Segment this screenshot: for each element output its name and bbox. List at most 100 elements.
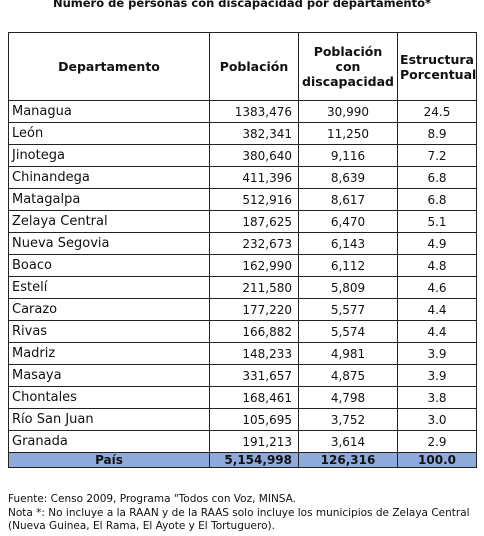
footnote-text: (Nueva Guinea, El Rama, El Ayote y El To… xyxy=(8,520,275,532)
header-departamento: Departamento xyxy=(8,32,210,101)
table-row: Managua 1383,476 30,990 24.5 xyxy=(8,100,477,123)
cell-porcentual: 7.2 xyxy=(397,144,477,167)
cell-porcentual: 3.9 xyxy=(397,364,477,387)
cell-poblacion: 382,341 xyxy=(209,122,299,145)
cell-discapacidad: 5,577 xyxy=(298,298,398,321)
cell-poblacion: 166,882 xyxy=(209,320,299,343)
table-row: León 382,341 11,250 8.9 xyxy=(8,122,477,145)
cell-discapacidad: 3,614 xyxy=(298,430,398,453)
cell-porcentual: 5.1 xyxy=(397,210,477,233)
cell-departamento: Managua xyxy=(8,100,210,123)
cell-departamento: Río San Juan xyxy=(8,408,210,431)
cell-departamento: Chontales xyxy=(8,386,210,409)
header-line: con xyxy=(335,59,361,74)
cell-departamento: Estelí xyxy=(8,276,210,299)
footnote-text: Nota *: No incluye a la RAAN y de la RAA… xyxy=(8,506,470,519)
cell-poblacion: 105,695 xyxy=(209,408,299,431)
header-line: discapacidad xyxy=(302,74,394,89)
table-row: Río San Juan 105,695 3,752 3.0 xyxy=(8,408,477,431)
cell-poblacion: 191,213 xyxy=(209,430,299,453)
cell-poblacion: 512,916 xyxy=(209,188,299,211)
total-row: País 5,154,998 126,316 100.0 xyxy=(8,452,477,468)
cell-discapacidad: 11,250 xyxy=(298,122,398,145)
table-row: Madriz 148,233 4,981 3.9 xyxy=(8,342,477,365)
cell-porcentual: 8.9 xyxy=(397,122,477,145)
cell-departamento: Masaya xyxy=(8,364,210,387)
cell-discapacidad: 30,990 xyxy=(298,100,398,123)
cell-porcentual: 4.9 xyxy=(397,232,477,255)
cell-departamento: Matagalpa xyxy=(8,188,210,211)
table-row: Zelaya Central 187,625 6,470 5.1 xyxy=(8,210,477,233)
total-discapacidad: 126,316 xyxy=(298,452,398,468)
header-con-discapacidad: Población con discapacidad xyxy=(298,32,398,101)
total-label: País xyxy=(8,452,210,468)
cell-poblacion: 380,640 xyxy=(209,144,299,167)
cell-poblacion: 331,657 xyxy=(209,364,299,387)
cell-discapacidad: 3,752 xyxy=(298,408,398,431)
cell-departamento: Jinotega xyxy=(8,144,210,167)
header-estructura: Estructura Porcentual xyxy=(397,32,477,101)
cell-discapacidad: 8,617 xyxy=(298,188,398,211)
table-row: Jinotega 380,640 9,116 7.2 xyxy=(8,144,477,167)
cell-porcentual: 3.8 xyxy=(397,386,477,409)
table-row: Boaco 162,990 6,112 4.8 xyxy=(8,254,477,277)
footnotes: Fuente: Censo 2009, Programa "Todos con … xyxy=(8,493,484,534)
cell-departamento: Chinandega xyxy=(8,166,210,189)
cell-poblacion: 1383,476 xyxy=(209,100,299,123)
header-poblacion: Población xyxy=(209,32,299,101)
disability-table: Departamento Población Población con dis… xyxy=(8,32,477,468)
cell-poblacion: 232,673 xyxy=(209,232,299,255)
cell-discapacidad: 9,116 xyxy=(298,144,398,167)
total-porcentual: 100.0 xyxy=(397,452,477,468)
cell-discapacidad: 5,574 xyxy=(298,320,398,343)
cell-discapacidad: 6,143 xyxy=(298,232,398,255)
table-row: Estelí 211,580 5,809 4.6 xyxy=(8,276,477,299)
table-row: Chontales 168,461 4,798 3.8 xyxy=(8,386,477,409)
cell-porcentual: 4.8 xyxy=(397,254,477,277)
cell-departamento: Madriz xyxy=(8,342,210,365)
cell-departamento: Boaco xyxy=(8,254,210,277)
header-line: Estructura xyxy=(400,51,474,67)
header-line: Porcentual xyxy=(400,66,477,82)
cell-porcentual: 3.0 xyxy=(397,408,477,431)
cell-porcentual: 3.9 xyxy=(397,342,477,365)
cell-porcentual: 6.8 xyxy=(397,188,477,211)
cell-porcentual: 4.4 xyxy=(397,320,477,343)
cell-poblacion: 148,233 xyxy=(209,342,299,365)
table-row: Matagalpa 512,916 8,617 6.8 xyxy=(8,188,477,211)
table-title: Número de personas con discapacidad por … xyxy=(52,0,432,10)
table-row: Rivas 166,882 5,574 4.4 xyxy=(8,320,477,343)
cell-poblacion: 168,461 xyxy=(209,386,299,409)
table-header-row: Departamento Población Población con dis… xyxy=(8,32,477,101)
cell-porcentual: 2.9 xyxy=(397,430,477,453)
cell-departamento: Granada xyxy=(8,430,210,453)
cell-discapacidad: 8,639 xyxy=(298,166,398,189)
total-poblacion: 5,154,998 xyxy=(209,452,299,468)
cell-departamento: Carazo xyxy=(8,298,210,321)
cell-poblacion: 177,220 xyxy=(209,298,299,321)
table-row: Carazo 177,220 5,577 4.4 xyxy=(8,298,477,321)
cell-porcentual: 24.5 xyxy=(397,100,477,123)
cell-discapacidad: 6,470 xyxy=(298,210,398,233)
source-note: Fuente: Censo 2009, Programa "Todos con … xyxy=(8,493,296,505)
cell-discapacidad: 6,112 xyxy=(298,254,398,277)
cell-poblacion: 162,990 xyxy=(209,254,299,277)
cell-poblacion: 187,625 xyxy=(209,210,299,233)
cell-discapacidad: 4,981 xyxy=(298,342,398,365)
cell-porcentual: 6.8 xyxy=(397,166,477,189)
table-row: Chinandega 411,396 8,639 6.8 xyxy=(8,166,477,189)
cell-departamento: Zelaya Central xyxy=(8,210,210,233)
cell-departamento: León xyxy=(8,122,210,145)
cell-discapacidad: 4,798 xyxy=(298,386,398,409)
cell-porcentual: 4.4 xyxy=(397,298,477,321)
cell-discapacidad: 4,875 xyxy=(298,364,398,387)
cell-discapacidad: 5,809 xyxy=(298,276,398,299)
table-row: Nueva Segovia 232,673 6,143 4.9 xyxy=(8,232,477,255)
cell-porcentual: 4.6 xyxy=(397,276,477,299)
cell-poblacion: 411,396 xyxy=(209,166,299,189)
table-row: Granada 191,213 3,614 2.9 xyxy=(8,430,477,453)
cell-departamento: Nueva Segovia xyxy=(8,232,210,255)
header-line: Población xyxy=(313,44,383,59)
cell-departamento: Rivas xyxy=(8,320,210,343)
table-row: Masaya 331,657 4,875 3.9 xyxy=(8,364,477,387)
